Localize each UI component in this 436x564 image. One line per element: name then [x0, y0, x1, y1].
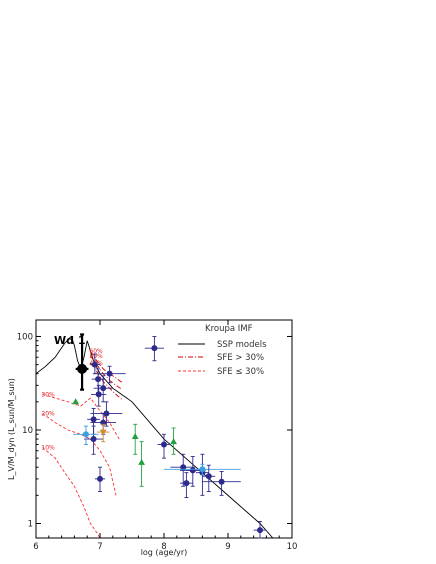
data-point-15: [180, 464, 187, 471]
data-point-2: [95, 376, 102, 383]
y-tick-label-1: 10: [22, 426, 33, 436]
data-point-21: [218, 478, 225, 485]
sfe-curve-3: [42, 393, 120, 440]
data-point-3: [106, 370, 113, 377]
wd1-annotation: Wd 1: [54, 334, 86, 347]
x-tick-label-4: 10: [287, 542, 298, 552]
data-point-14: [161, 441, 167, 448]
legend: Kroupa IMF SSP models SFE > 30% SFE ≤ 30…: [178, 324, 267, 377]
x-tick-label-2: 8: [161, 542, 166, 552]
sfe-curve-2: [90, 362, 123, 401]
data-point-7: [103, 410, 110, 417]
y-axis-label: L_V/M_dyn (L_sun/M_sun): [7, 378, 16, 480]
sfe-label-5: 10%: [41, 444, 55, 451]
data-point-17: [189, 467, 196, 474]
data-point-11: [97, 475, 103, 482]
data-point-0: [77, 363, 88, 374]
x-axis-label: log (age/yr): [141, 548, 188, 557]
ticks-layer: 6 7 8 9 10 1 10 100: [17, 320, 298, 552]
y-tick-label-0: 1: [28, 520, 33, 530]
sfe-label-0: 60%: [89, 348, 103, 355]
data-point-13: [99, 429, 107, 436]
data-point-10: [90, 436, 97, 443]
sfe-curve-4: [42, 413, 117, 496]
data-point-19: [199, 466, 206, 473]
data-point-20: [205, 473, 212, 480]
sfe-label-3: 30%: [41, 391, 55, 398]
points-layer: [72, 333, 267, 539]
data-point-4: [100, 385, 107, 392]
x-tick-label-1: 7: [97, 542, 102, 552]
data-point-6: [151, 345, 158, 352]
data-point-23: [72, 398, 80, 405]
legend-label-sfe-low: SFE ≤ 30%: [217, 367, 264, 377]
data-point-26: [170, 438, 177, 445]
sfe-label-4: 20%: [41, 411, 55, 418]
data-point-24: [131, 432, 139, 439]
data-point-8: [90, 416, 97, 423]
legend-label-ssp: SSP models: [217, 340, 267, 350]
sfe-label-1: 50%: [89, 353, 103, 360]
x-tick-label-0: 6: [33, 542, 38, 552]
sfe-curve-1: [90, 355, 123, 390]
legend-title: Kroupa IMF: [205, 324, 253, 334]
y-tick-label-2: 100: [17, 332, 33, 342]
data-point-1: [91, 361, 98, 368]
data-point-25: [138, 458, 145, 465]
x-tick-label-3: 9: [225, 542, 230, 552]
data-point-16: [183, 480, 190, 487]
data-point-22: [257, 527, 263, 534]
data-point-12: [82, 431, 89, 438]
data-point-5: [95, 391, 102, 398]
legend-label-sfe-high: SFE > 30%: [217, 353, 264, 363]
sfe-curve-5: [42, 447, 101, 539]
